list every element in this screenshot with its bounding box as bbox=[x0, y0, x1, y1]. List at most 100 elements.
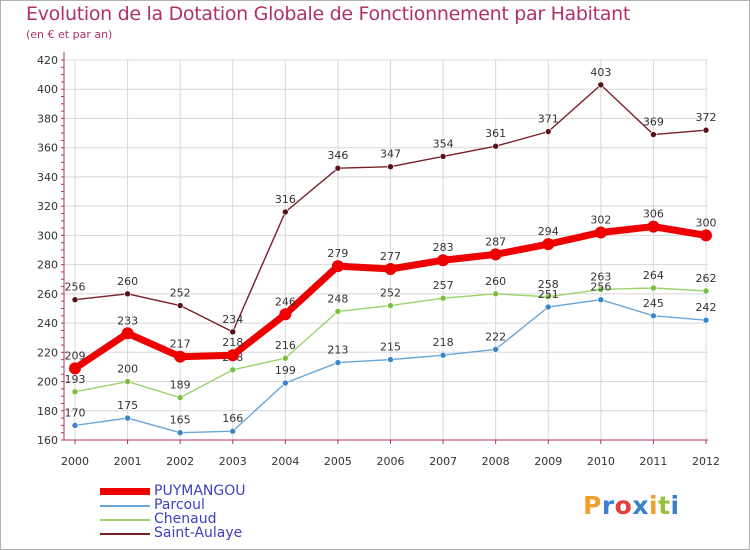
data-point bbox=[282, 208, 289, 216]
data-label: 346 bbox=[327, 149, 348, 162]
data-label: 264 bbox=[643, 269, 664, 282]
legend-label: Parcoul bbox=[154, 497, 205, 513]
logo-letter: P bbox=[583, 491, 602, 520]
data-label: 369 bbox=[643, 116, 664, 129]
data-point bbox=[334, 308, 342, 315]
data-point bbox=[597, 296, 605, 303]
y-tick-label: 340 bbox=[37, 171, 58, 184]
legend-swatch bbox=[100, 533, 150, 535]
data-label: 256 bbox=[590, 281, 611, 294]
data-point bbox=[176, 429, 184, 436]
data-point bbox=[387, 302, 394, 309]
data-point bbox=[334, 359, 342, 366]
data-label: 215 bbox=[380, 341, 401, 354]
data-label: 246 bbox=[275, 295, 296, 308]
data-point bbox=[702, 287, 710, 295]
y-tick-label: 260 bbox=[37, 288, 58, 301]
x-tick-label: 2002 bbox=[166, 455, 194, 468]
data-point bbox=[492, 290, 499, 298]
data-point bbox=[71, 422, 79, 429]
data-label: 262 bbox=[696, 272, 717, 285]
data-label: 193 bbox=[65, 373, 86, 386]
data-point bbox=[437, 254, 450, 267]
y-tick-label: 180 bbox=[37, 405, 58, 418]
data-point bbox=[387, 163, 394, 170]
legend-swatch bbox=[100, 519, 150, 521]
data-label: 287 bbox=[485, 235, 506, 248]
data-label: 213 bbox=[327, 344, 348, 357]
data-label: 252 bbox=[170, 287, 191, 300]
y-tick-label: 200 bbox=[37, 376, 58, 389]
data-point bbox=[226, 349, 239, 362]
chart-subtitle: (en € et par an) bbox=[26, 28, 113, 41]
data-label: 189 bbox=[170, 379, 191, 392]
data-point bbox=[542, 238, 555, 251]
y-tick-label: 400 bbox=[37, 83, 58, 96]
x-tick-label: 2012 bbox=[692, 455, 720, 468]
logo-letter: x bbox=[632, 491, 649, 520]
legend-label: Chenaud bbox=[154, 511, 217, 527]
x-tick-label: 2008 bbox=[482, 455, 510, 468]
data-point bbox=[174, 350, 187, 363]
data-label: 242 bbox=[696, 301, 717, 314]
data-point bbox=[492, 142, 499, 150]
data-point bbox=[229, 366, 237, 374]
y-tick-label: 160 bbox=[37, 434, 58, 447]
logo-letter: r bbox=[601, 491, 615, 520]
data-point bbox=[71, 296, 79, 303]
y-tick-label: 360 bbox=[37, 142, 58, 155]
data-label: 175 bbox=[117, 399, 138, 412]
data-label: 258 bbox=[538, 278, 559, 291]
data-label: 316 bbox=[275, 193, 296, 206]
data-label: 257 bbox=[433, 279, 454, 292]
x-tick-label: 2004 bbox=[271, 455, 299, 468]
y-tick-label: 240 bbox=[37, 317, 58, 330]
data-point bbox=[282, 379, 289, 387]
data-label: 209 bbox=[65, 349, 86, 362]
data-point bbox=[544, 303, 552, 311]
data-label: 218 bbox=[222, 336, 243, 349]
data-point bbox=[176, 394, 184, 401]
data-point bbox=[439, 153, 447, 160]
data-label: 251 bbox=[538, 288, 559, 301]
x-tick-label: 2007 bbox=[429, 455, 457, 468]
data-label: 216 bbox=[275, 339, 296, 352]
data-point bbox=[597, 286, 605, 293]
data-point bbox=[279, 308, 292, 321]
y-tick-label: 300 bbox=[37, 229, 58, 242]
data-label: 166 bbox=[222, 412, 243, 425]
data-label: 302 bbox=[590, 213, 611, 226]
x-tick-label: 2000 bbox=[61, 455, 89, 468]
logo-letter: i bbox=[649, 491, 659, 520]
data-label: 283 bbox=[433, 241, 454, 254]
x-tick-label: 2006 bbox=[377, 455, 405, 468]
legend-label: PUYMANGOU bbox=[154, 483, 246, 499]
data-point bbox=[439, 351, 447, 359]
data-point bbox=[121, 327, 134, 340]
data-label: 263 bbox=[590, 270, 611, 283]
data-point bbox=[544, 293, 552, 301]
data-label: 354 bbox=[433, 137, 454, 150]
data-label: 218 bbox=[433, 336, 454, 349]
logo-letter: o bbox=[614, 491, 633, 520]
legend-swatch bbox=[100, 488, 150, 495]
data-label: 245 bbox=[643, 297, 664, 310]
data-point bbox=[69, 362, 81, 375]
data-point bbox=[647, 220, 660, 233]
data-label: 217 bbox=[170, 338, 191, 351]
legend-label: Saint-Aulaye bbox=[154, 525, 243, 541]
data-label: 199 bbox=[275, 364, 296, 377]
data-point bbox=[334, 164, 342, 172]
data-point bbox=[331, 260, 344, 273]
data-label: 306 bbox=[643, 208, 664, 221]
x-tick-label: 2011 bbox=[639, 455, 667, 468]
data-label: 260 bbox=[117, 275, 138, 288]
data-label: 294 bbox=[538, 225, 559, 238]
x-tick-label: 2010 bbox=[587, 455, 615, 468]
logo-letter: t bbox=[658, 491, 671, 520]
y-tick-label: 320 bbox=[37, 200, 58, 213]
logo-letter: i bbox=[670, 491, 680, 520]
data-point bbox=[702, 126, 710, 134]
data-point bbox=[702, 316, 710, 324]
